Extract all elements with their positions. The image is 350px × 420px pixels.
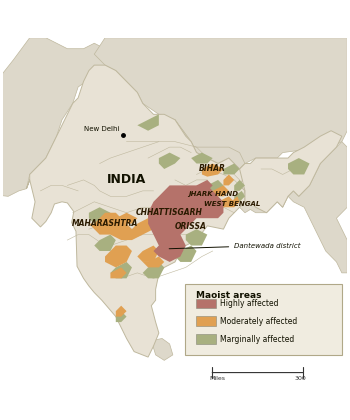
- Text: INDIA: INDIA: [107, 173, 146, 186]
- Polygon shape: [110, 268, 127, 278]
- Polygon shape: [229, 196, 240, 207]
- Polygon shape: [116, 213, 137, 224]
- Text: 300: 300: [294, 376, 306, 381]
- Polygon shape: [153, 196, 191, 218]
- Text: Maoist areas: Maoist areas: [196, 291, 261, 300]
- Polygon shape: [218, 196, 234, 207]
- Text: Moderately affected: Moderately affected: [220, 317, 297, 326]
- Text: WEST BENGAL: WEST BENGAL: [204, 201, 260, 207]
- Polygon shape: [159, 152, 180, 169]
- Polygon shape: [197, 180, 213, 191]
- Text: CHHATTISGARH: CHHATTISGARH: [136, 208, 203, 217]
- Polygon shape: [148, 185, 223, 251]
- Polygon shape: [213, 185, 229, 196]
- Polygon shape: [0, 38, 110, 196]
- Polygon shape: [223, 174, 234, 185]
- Polygon shape: [207, 180, 223, 191]
- Polygon shape: [191, 152, 213, 163]
- Polygon shape: [288, 158, 309, 174]
- Polygon shape: [240, 196, 288, 213]
- Text: MAHARASHTRA: MAHARASHTRA: [72, 219, 138, 228]
- Bar: [196, 299, 216, 308]
- Polygon shape: [234, 180, 245, 191]
- Polygon shape: [137, 114, 159, 131]
- Polygon shape: [137, 246, 159, 262]
- Polygon shape: [143, 262, 164, 278]
- Polygon shape: [191, 196, 213, 213]
- Text: ORISSA: ORISSA: [175, 223, 207, 231]
- Polygon shape: [186, 229, 207, 246]
- Polygon shape: [105, 246, 132, 268]
- Polygon shape: [234, 191, 245, 202]
- Polygon shape: [240, 131, 342, 213]
- FancyBboxPatch shape: [186, 284, 342, 354]
- Polygon shape: [175, 246, 197, 262]
- Text: JHARK HAND: JHARK HAND: [188, 191, 238, 197]
- Polygon shape: [89, 207, 110, 224]
- Text: Miles: Miles: [209, 376, 225, 381]
- Text: Highly affected: Highly affected: [220, 299, 278, 308]
- Polygon shape: [27, 65, 247, 357]
- Text: Dantewada district: Dantewada district: [169, 242, 301, 249]
- Polygon shape: [116, 306, 127, 317]
- Polygon shape: [207, 202, 223, 213]
- Polygon shape: [94, 235, 116, 251]
- Bar: [196, 316, 216, 326]
- Polygon shape: [94, 38, 347, 169]
- Text: Marginally affected: Marginally affected: [220, 335, 294, 344]
- Polygon shape: [116, 311, 127, 322]
- Polygon shape: [110, 262, 132, 278]
- Polygon shape: [148, 207, 164, 218]
- Polygon shape: [159, 114, 245, 169]
- Text: BIHAR: BIHAR: [199, 165, 226, 173]
- Polygon shape: [143, 257, 164, 268]
- Polygon shape: [89, 213, 159, 240]
- Polygon shape: [223, 163, 240, 174]
- Polygon shape: [202, 163, 223, 177]
- Polygon shape: [153, 235, 186, 262]
- Bar: [196, 334, 216, 344]
- Text: New Delhi: New Delhi: [84, 126, 120, 131]
- Polygon shape: [288, 142, 347, 273]
- Polygon shape: [151, 339, 173, 360]
